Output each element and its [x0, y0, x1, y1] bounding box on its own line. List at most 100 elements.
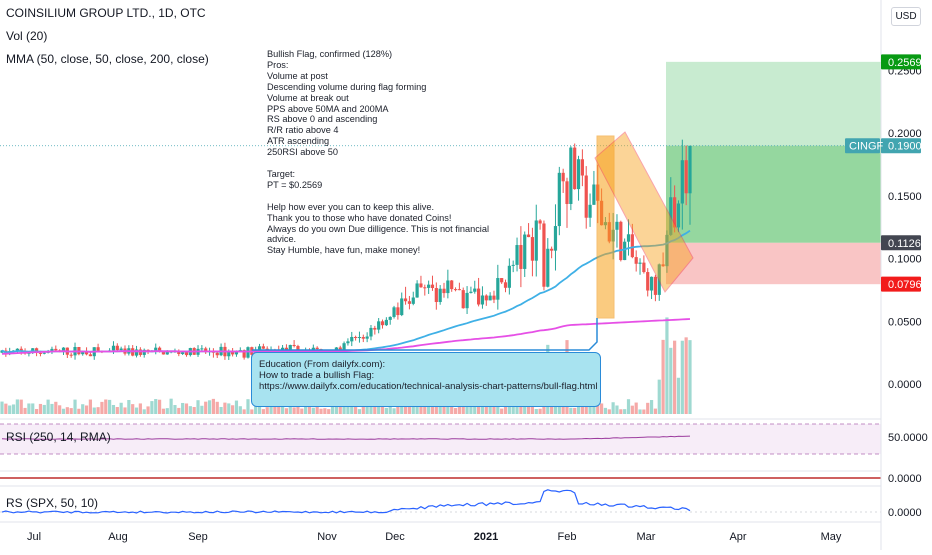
candle-body[interactable] [292, 344, 296, 347]
candle-body[interactable] [234, 350, 239, 355]
candle-body[interactable] [119, 348, 123, 351]
candle-body[interactable] [442, 288, 446, 294]
candle-body[interactable] [638, 262, 642, 264]
candle-body[interactable] [77, 347, 81, 355]
candle-body[interactable] [315, 347, 319, 350]
flag-pole-box[interactable] [596, 135, 615, 319]
candle-body[interactable] [519, 245, 523, 269]
flag-channel[interactable] [594, 131, 694, 293]
candle-body[interactable] [392, 307, 396, 317]
candle-body[interactable] [388, 316, 392, 320]
symbol-legend[interactable]: COINSILIUM GROUP LTD., 1D, OTC [6, 6, 206, 20]
candle-body[interactable] [177, 351, 181, 355]
candle-body[interactable] [384, 319, 388, 326]
candle-body[interactable] [530, 237, 535, 261]
candle-body[interactable] [646, 272, 650, 291]
candle-body[interactable] [434, 288, 438, 303]
candle-body[interactable] [403, 298, 408, 302]
candle-body[interactable] [588, 204, 592, 218]
candle-body[interactable] [553, 226, 558, 251]
candle-body[interactable] [50, 348, 54, 352]
candle-body[interactable] [480, 295, 485, 305]
rsi-legend[interactable]: RSI (250, 14, RMA) [6, 430, 111, 444]
candle-body[interactable] [653, 276, 658, 295]
candle-body[interactable] [377, 321, 381, 330]
price-axis[interactable]: 0.00000.05000.10000.15000.20000.25000.25… [845, 0, 928, 550]
candle-body[interactable] [592, 184, 596, 205]
candle-body[interactable] [484, 295, 488, 301]
candle-body[interactable] [515, 245, 519, 265]
candle-body[interactable] [157, 347, 162, 352]
candle-body[interactable] [181, 352, 185, 355]
candle-body[interactable] [231, 351, 235, 355]
volume-legend[interactable]: Vol (20) [6, 29, 48, 43]
candle-body[interactable] [550, 248, 554, 251]
candle-body[interactable] [138, 349, 142, 355]
currency-button[interactable]: USD [891, 7, 921, 26]
candle-body[interactable] [488, 295, 492, 301]
candle-body[interactable] [204, 348, 208, 353]
candle-body[interactable] [257, 346, 262, 351]
candle-body[interactable] [496, 278, 500, 300]
candle-body[interactable] [142, 349, 146, 355]
candle-body[interactable] [419, 283, 423, 288]
candle-body[interactable] [565, 181, 569, 204]
candle-body[interactable] [115, 345, 119, 351]
price-tag-entry[interactable] [881, 235, 921, 251]
candle-body[interactable] [446, 280, 450, 294]
candle-body[interactable] [246, 347, 250, 358]
candle-body[interactable] [450, 280, 454, 290]
candle-body[interactable] [473, 288, 477, 292]
candle-body[interactable] [430, 284, 435, 289]
candle-body[interactable] [96, 347, 100, 351]
candle-body[interactable] [161, 351, 166, 355]
candle-body[interactable] [361, 337, 365, 339]
candle-body[interactable] [661, 264, 665, 267]
candle-body[interactable] [461, 290, 465, 309]
price-tag-last[interactable] [881, 138, 921, 154]
candle-body[interactable] [346, 341, 350, 344]
candle-body[interactable] [453, 289, 458, 291]
candle-body[interactable] [492, 295, 496, 300]
candle-body[interactable] [534, 220, 538, 261]
candle-body[interactable] [134, 349, 139, 356]
candle-body[interactable] [369, 327, 373, 337]
candle-body[interactable] [242, 350, 246, 358]
candle-body[interactable] [61, 347, 66, 352]
candle-body[interactable] [623, 241, 627, 261]
rs-legend[interactable]: RS (SPX, 50, 10) [6, 496, 99, 510]
candle-body[interactable] [477, 288, 481, 305]
candle-body[interactable] [538, 220, 542, 224]
candle-body[interactable] [296, 346, 300, 351]
candle-body[interactable] [438, 288, 442, 303]
candle-body[interactable] [88, 354, 93, 357]
candle-body[interactable] [526, 234, 531, 238]
candle-body[interactable] [676, 203, 681, 228]
price-tag-target[interactable] [881, 54, 921, 70]
candle-body[interactable] [354, 336, 358, 338]
candle-body[interactable] [154, 347, 158, 352]
candle-body[interactable] [657, 264, 661, 295]
candle-body[interactable] [19, 348, 23, 351]
candle-body[interactable] [342, 343, 346, 353]
candle-body[interactable] [580, 159, 584, 176]
candle-body[interactable] [649, 276, 654, 291]
candle-body[interactable] [215, 352, 219, 356]
candle-body[interactable] [523, 234, 527, 269]
candle-body[interactable] [511, 264, 515, 266]
analysis-note[interactable]: Bullish Flag, confirmed (128%) Pros: Volum… [267, 49, 517, 256]
candle-body[interactable] [626, 234, 631, 242]
symbol-tag[interactable] [845, 138, 880, 154]
candle-body[interactable] [84, 351, 89, 355]
candle-body[interactable] [357, 337, 362, 339]
mma-legend[interactable]: MMA (50, close, 50, close, 200, close) [6, 52, 209, 66]
candle-body[interactable] [407, 301, 412, 304]
candle-body[interactable] [457, 289, 461, 291]
candle-body[interactable] [569, 147, 573, 204]
candle-body[interactable] [642, 262, 646, 273]
candle-body[interactable] [38, 352, 43, 354]
candle-body[interactable] [630, 234, 634, 258]
candle-body[interactable] [165, 352, 169, 355]
candle-body[interactable] [584, 175, 588, 218]
